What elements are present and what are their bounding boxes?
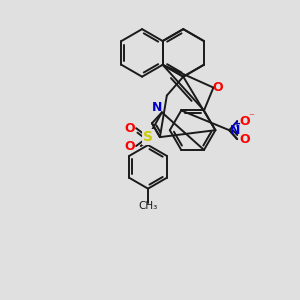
Text: S: S: [143, 130, 153, 144]
Text: O: O: [124, 140, 134, 152]
Text: O: O: [124, 122, 134, 135]
Text: O: O: [240, 133, 250, 146]
Text: ⁻: ⁻: [248, 112, 254, 122]
Text: CH₃: CH₃: [138, 202, 158, 212]
Text: N: N: [230, 124, 241, 137]
Text: +: +: [233, 119, 241, 129]
Text: O: O: [212, 81, 223, 94]
Text: O: O: [240, 115, 250, 128]
Text: N: N: [152, 101, 162, 114]
